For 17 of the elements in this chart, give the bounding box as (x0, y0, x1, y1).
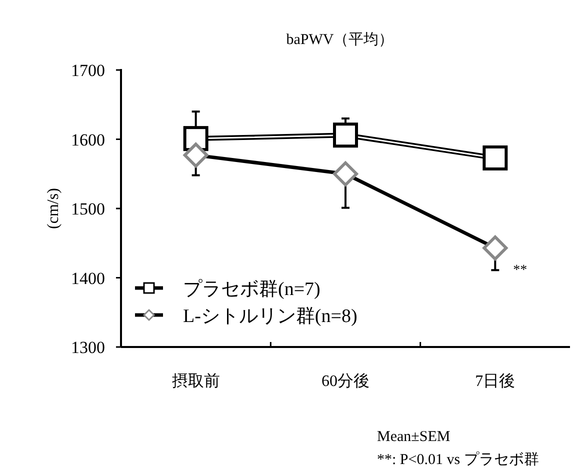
chart-title: baPWV（平均） (286, 31, 394, 48)
y-axis-title: (cm/s) (45, 188, 62, 229)
x-tick-label: 60分後 (322, 372, 370, 390)
y-tick-label: 1400 (71, 268, 105, 288)
text: **: P<0.01 vs プラセボ群 (377, 451, 539, 468)
legend-label: プラセボ群(n=7) (183, 279, 320, 300)
annotation: ** (513, 263, 528, 278)
y-tick-label: 1600 (71, 130, 105, 150)
point (333, 122, 358, 148)
y-tick-label: 1500 (71, 200, 105, 218)
x-tick-label: 摂取前 (172, 372, 220, 390)
text: Mean±SEM (377, 429, 450, 445)
y-tick-label: 1300 (71, 338, 105, 357)
point (482, 145, 508, 170)
y-tick-label: 1700 (71, 61, 105, 80)
x-tick-label: 7日後 (475, 372, 516, 390)
legend-label: L-シトルリン群(n=8) (183, 306, 358, 327)
